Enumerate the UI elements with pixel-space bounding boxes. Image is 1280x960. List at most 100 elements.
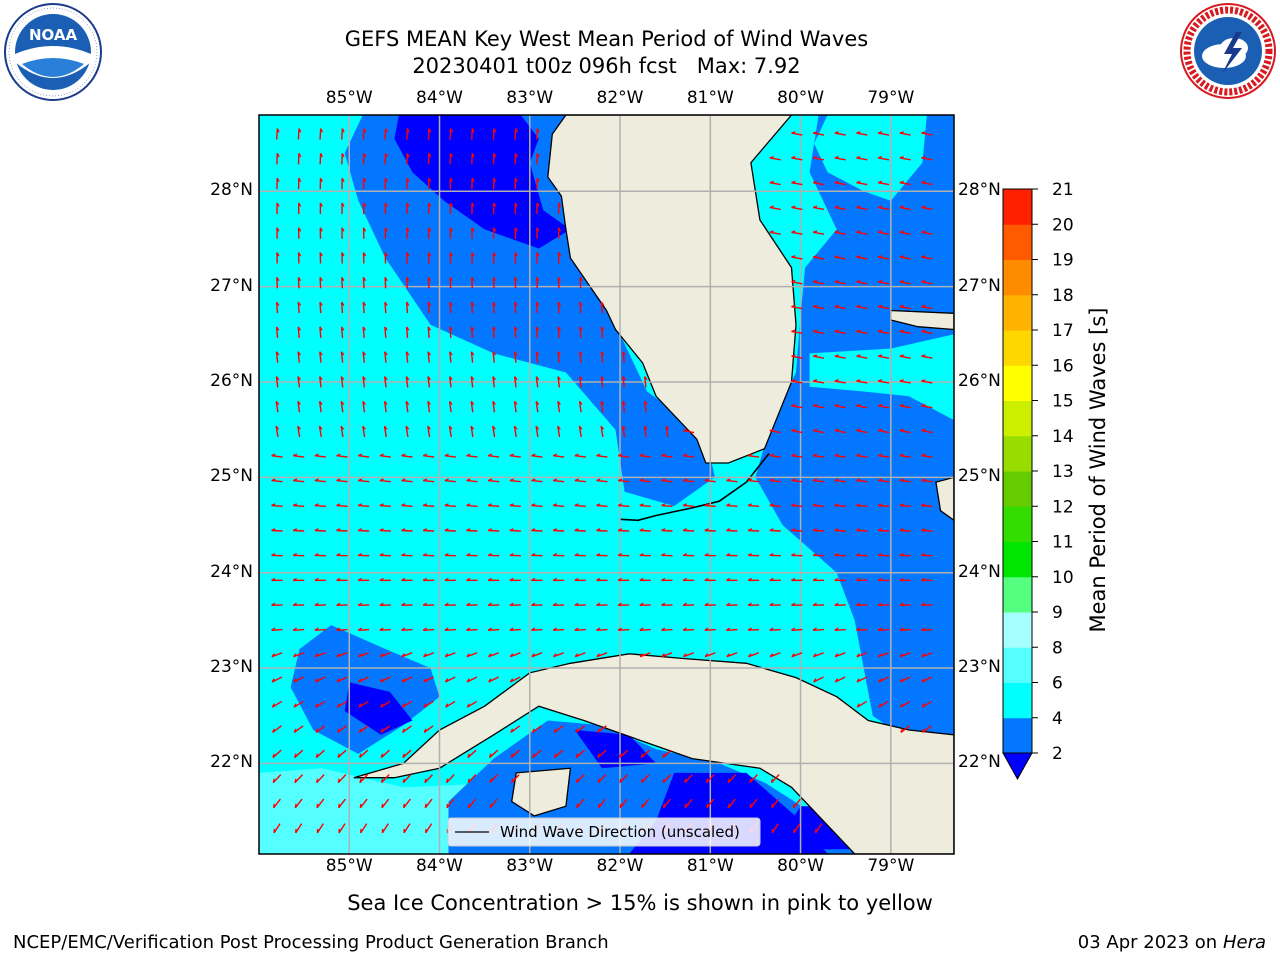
wave-arrow xyxy=(748,628,760,631)
wave-arrow xyxy=(683,454,695,458)
wave-arrow xyxy=(921,479,933,483)
wave-arrow-head xyxy=(557,276,562,282)
wave-arrow-head xyxy=(488,753,492,758)
nws-logo xyxy=(1178,2,1278,100)
wave-arrow xyxy=(813,676,824,683)
wave-arrow xyxy=(791,231,803,235)
wave-arrow-head xyxy=(406,153,410,158)
wave-arrow-head xyxy=(726,528,731,532)
wave-arrow xyxy=(362,302,365,314)
wave-arrow-head xyxy=(275,326,280,331)
wave-arrow-head xyxy=(487,577,493,581)
wave-arrow-head xyxy=(340,326,345,331)
wave-arrow-head xyxy=(381,803,384,808)
longitude-tick-top: 80°W xyxy=(777,88,825,108)
wave-arrow xyxy=(423,652,435,658)
wave-arrow xyxy=(793,823,801,834)
wave-arrow xyxy=(402,774,412,784)
wave-arrow xyxy=(856,504,868,508)
wave-arrow-head xyxy=(704,627,709,631)
wave-arrow-head xyxy=(791,354,796,357)
latitude-tick-right: 23°N xyxy=(958,657,1001,678)
wave-arrow xyxy=(553,725,564,733)
wave-arrow-head xyxy=(357,577,363,581)
wave-arrow xyxy=(513,426,517,438)
wave-arrow xyxy=(272,749,282,759)
wave-arrow xyxy=(425,823,433,834)
wave-arrow-head xyxy=(493,128,497,133)
wave-arrow xyxy=(423,479,435,483)
wave-arrow xyxy=(578,376,582,388)
wave-arrow xyxy=(771,823,779,834)
isla-de-la-juventud xyxy=(510,767,572,817)
wave-arrow-head xyxy=(856,205,861,209)
latitude-tick-left: 23°N xyxy=(210,657,253,678)
wave-arrow xyxy=(856,429,868,434)
wave-arrow xyxy=(769,157,781,161)
wave-arrow xyxy=(383,401,387,413)
wave-arrow-head xyxy=(488,678,492,683)
wave-arrow xyxy=(297,376,301,388)
wave-arrow-head xyxy=(363,128,367,133)
wave-arrow xyxy=(921,380,933,384)
wave-arrow xyxy=(337,725,347,733)
wave-arrow-head xyxy=(856,354,861,357)
wave-arrow-head xyxy=(596,552,601,557)
wave-arrow-head xyxy=(747,577,752,581)
latitude-tick-right: 26°N xyxy=(958,370,1001,391)
wave-arrow-head xyxy=(617,528,623,532)
colorbar-extend-triangle xyxy=(1002,752,1033,781)
wave-arrow-head xyxy=(427,400,431,405)
wave-arrow-head xyxy=(769,155,774,159)
wave-arrow-head xyxy=(514,252,518,257)
wave-arrow-head xyxy=(899,329,904,333)
wave-arrow-head xyxy=(531,478,536,482)
wave-arrow-head xyxy=(514,351,518,356)
wave-arrow xyxy=(600,302,604,314)
wave-arrow-head xyxy=(470,376,475,381)
wave-arrow-head xyxy=(493,153,497,158)
wave-arrow-head xyxy=(769,653,774,658)
wave-arrow-head xyxy=(557,301,562,306)
wave-arrow-head xyxy=(791,131,796,134)
wave-arrow-head xyxy=(271,602,276,606)
wave-arrow-head xyxy=(466,503,471,507)
wave-arrow-head xyxy=(427,252,432,257)
wave-arrow xyxy=(683,479,695,483)
wave-arrow-head xyxy=(401,602,406,606)
wave-arrow-head xyxy=(856,602,861,606)
wave-arrow-head xyxy=(596,602,601,606)
host-name: Hera xyxy=(1222,932,1266,953)
wave-arrow xyxy=(769,504,781,508)
wave-arrow-head xyxy=(449,227,453,232)
wave-arrow-head xyxy=(336,478,341,482)
wave-arrow xyxy=(921,429,933,434)
wave-arrow-head xyxy=(617,453,623,457)
wave-arrow xyxy=(275,376,279,388)
wave-arrow xyxy=(557,277,560,289)
wave-arrow xyxy=(813,305,825,310)
wave-arrow xyxy=(600,326,604,338)
wave-arrow xyxy=(384,326,387,338)
wave-arrow xyxy=(856,529,868,532)
wave-arrow xyxy=(276,277,279,289)
wave-arrow-head xyxy=(535,351,540,356)
wave-arrow-head xyxy=(276,153,280,158)
wave-arrow xyxy=(557,376,561,388)
wave-arrow-head xyxy=(574,503,579,507)
wave-arrow-head xyxy=(445,703,449,708)
wave-arrow-head xyxy=(444,453,449,457)
wave-arrow-head xyxy=(492,351,496,356)
colorbar-tick-label: 12 xyxy=(1052,497,1074,517)
wave-arrow xyxy=(271,454,283,458)
wave-arrow-head xyxy=(618,753,622,758)
wave-arrow-head xyxy=(492,425,496,430)
wave-arrow-head xyxy=(834,354,839,357)
wave-arrow-head xyxy=(340,400,345,405)
wave-arrow-head xyxy=(877,155,883,159)
wave-arrow-head xyxy=(514,177,518,183)
wave-arrow-head xyxy=(405,351,410,356)
wave-arrow-head xyxy=(509,678,514,683)
wave-arrow xyxy=(557,302,560,314)
wave-arrow-head xyxy=(405,376,410,381)
